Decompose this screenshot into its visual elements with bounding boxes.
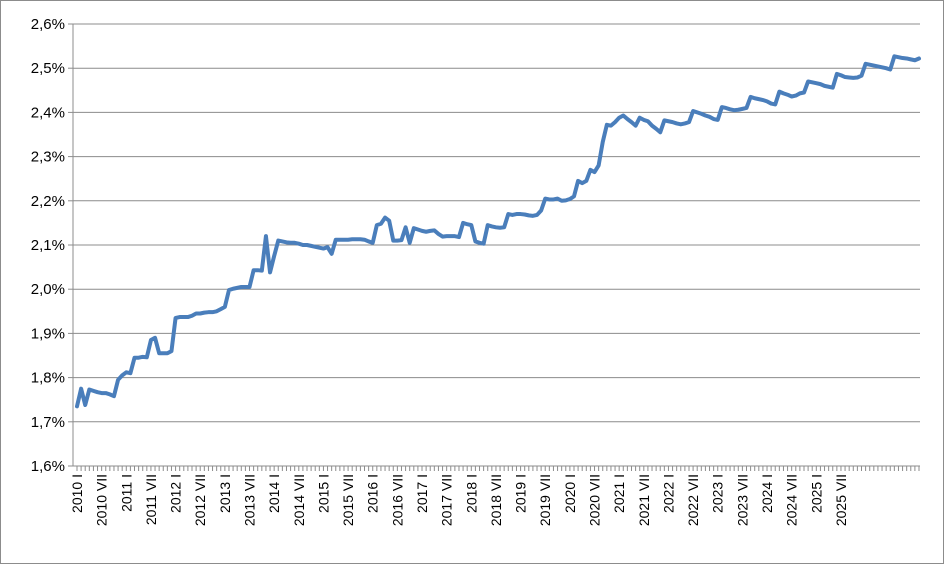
x-tick-label: 2019 I [513, 474, 529, 513]
x-tick-label: 2022 VII [685, 474, 701, 526]
x-tick-label: 2017 I [414, 474, 430, 513]
x-tick-label: 2018 VII [488, 474, 504, 526]
series-line [75, 54, 921, 409]
y-tick-label: 2,5% [31, 60, 65, 77]
y-tick-label: 2,3% [31, 149, 65, 166]
x-tick-label: 2010 VII [94, 474, 110, 526]
x-tick-label: 2014 VII [291, 474, 307, 526]
y-tick-label: 2,2% [31, 193, 65, 210]
x-tick-label: 2018 I [463, 474, 479, 513]
x-tick-label: 2010 I [69, 474, 85, 513]
y-tick-label: 1,6% [31, 458, 65, 475]
x-tick-label: 2013 VII [242, 474, 258, 526]
x-tick-label: 2016 VII [389, 474, 405, 526]
x-tick-label: 2019 VII [537, 474, 553, 526]
x-tick-label: 2023 VII [734, 474, 750, 526]
x-tick-label: 2013 I [217, 474, 233, 513]
x-tick-label: 2025 I [808, 474, 824, 513]
y-tick-label: 2,6% [31, 16, 65, 33]
x-axis-ticks: 2010 I 2010 VII 2011 I 2011 VII 2012 I 2012 V… [69, 466, 920, 526]
y-tick-label: 1,8% [31, 370, 65, 387]
x-tick-label: 2023 I [710, 474, 726, 513]
x-tick-label: 2020 I [562, 474, 578, 513]
x-tick-label: 2015 VII [340, 474, 356, 526]
y-axis-ticks: 1,6% 1,7% 1,8% 1,9% 2,0% 2,1% 2,2% 2,3% 2,4% 2,5%… [31, 16, 73, 475]
x-tick-label: 2012 VII [192, 474, 208, 526]
x-tick-label: 2016 I [365, 474, 381, 513]
x-tick-label: 2022 I [660, 474, 676, 513]
x-tick-label: 2015 I [315, 474, 331, 513]
y-tick-label: 2,0% [31, 281, 65, 298]
x-tick-label: 2017 VII [439, 474, 455, 526]
y-tick-label: 2,1% [31, 237, 65, 254]
gridlines [73, 23, 920, 423]
x-tick-label: 2020 VII [587, 474, 603, 526]
x-tick-label: 2021 I [611, 474, 627, 513]
x-tick-label: 2024 I [759, 474, 775, 513]
x-tick-label: 2024 VII [784, 474, 800, 526]
x-tick-label: 2012 I [168, 474, 184, 513]
x-tick-label: 2025 VII [833, 474, 849, 526]
x-tick-label: 2014 I [266, 474, 282, 513]
y-tick-label: 1,9% [31, 325, 65, 342]
x-tick-label: 2011 VII [143, 474, 159, 525]
y-tick-label: 2,4% [31, 104, 65, 121]
series-group [75, 54, 921, 409]
x-tick-label: 2011 I [118, 474, 134, 512]
y-tick-label: 1,7% [31, 414, 65, 431]
x-tick-label: 2021 VII [636, 474, 652, 526]
